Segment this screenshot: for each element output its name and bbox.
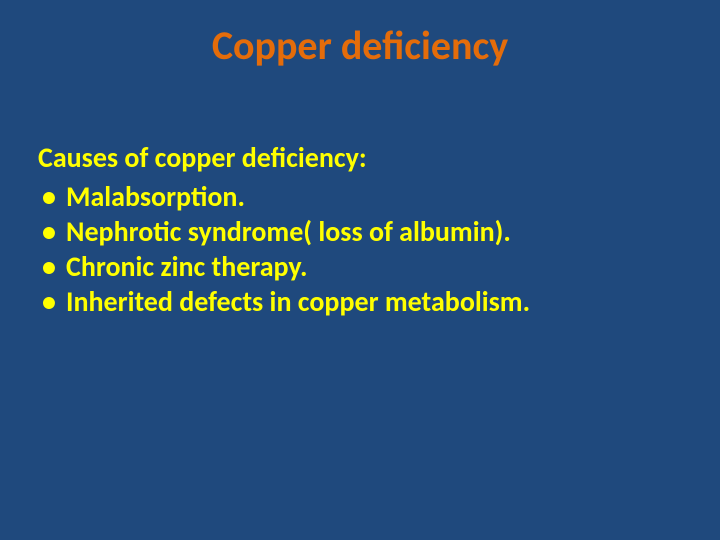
list-item: Chronic zinc therapy. [38,249,682,284]
list-item: Malabsorption. [38,179,682,214]
slide: Copper deficiency Causes of copper defic… [0,0,720,540]
slide-title: Copper deficiency [0,24,720,68]
slide-body: Causes of copper deficiency: Malabsorpti… [38,140,682,319]
list-item: Inherited defects in copper metabolism. [38,284,682,319]
body-subhead: Causes of copper deficiency: [38,140,682,175]
list-item: Nephrotic syndrome( loss of albumin). [38,214,682,249]
bullet-list: Malabsorption. Nephrotic syndrome( loss … [38,179,682,319]
